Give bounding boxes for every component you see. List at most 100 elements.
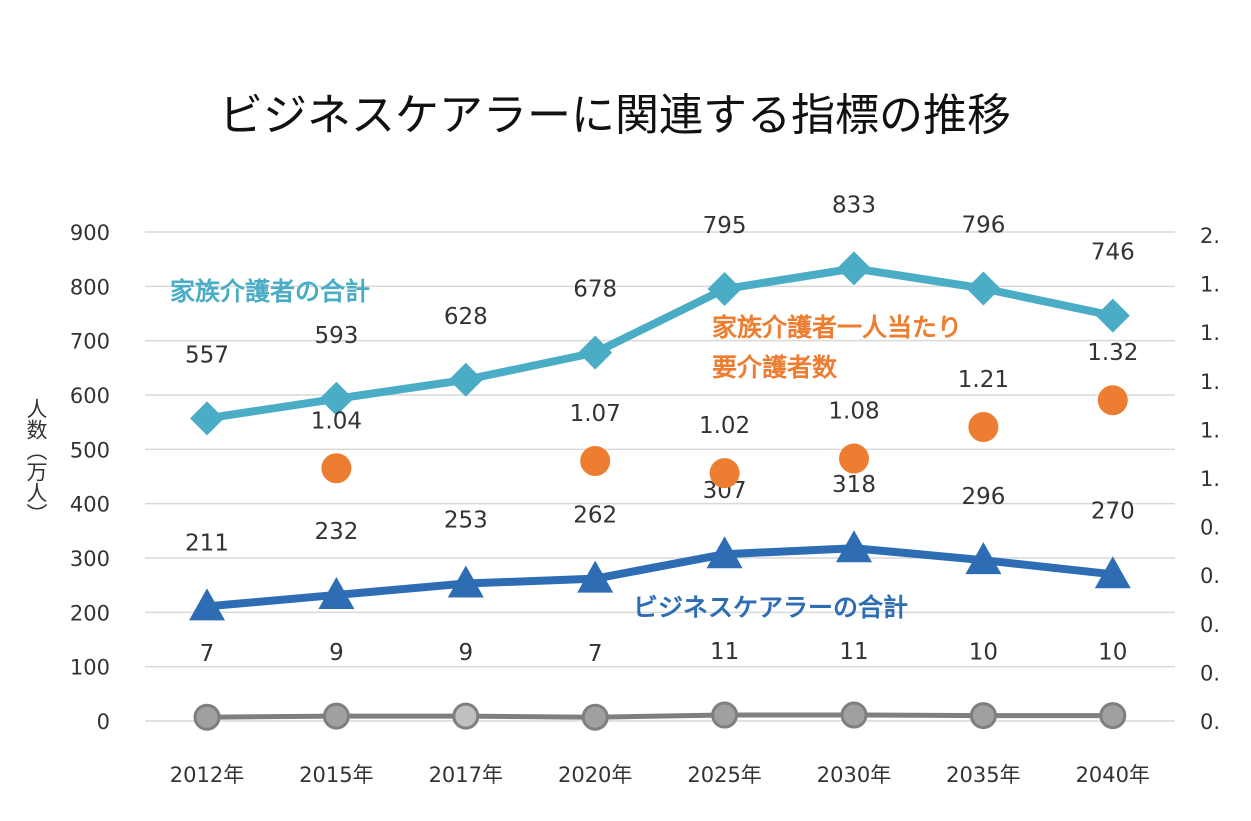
gridlines bbox=[145, 231, 1175, 722]
y-tick-label: 900 bbox=[70, 221, 110, 245]
series-line bbox=[206, 264, 1114, 423]
y2-tick-label: 0. bbox=[1200, 710, 1220, 734]
data-label: 270 bbox=[1091, 498, 1135, 524]
data-label: 253 bbox=[444, 508, 488, 534]
data-label: 1.08 bbox=[828, 399, 879, 425]
series-3: 1.04 1.07 1.02 1.08 1.21 1.32 bbox=[311, 340, 1138, 489]
y-tick-label: 0 bbox=[97, 710, 110, 734]
x-tick-label: 2015年 bbox=[299, 763, 373, 787]
data-point-circle bbox=[1099, 702, 1127, 730]
data-point-circle bbox=[452, 702, 480, 730]
data-label: 1.04 bbox=[311, 408, 362, 434]
data-point-circle bbox=[321, 453, 352, 484]
y2-tick-label: 0. bbox=[1200, 516, 1220, 540]
y-tick-label: 500 bbox=[70, 438, 110, 462]
y-tick-label: 100 bbox=[70, 656, 110, 680]
series-0: 557 593 628 678 795 833 796 746 bbox=[185, 192, 1135, 436]
data-label: 11 bbox=[710, 639, 739, 665]
data-label: 746 bbox=[1091, 240, 1135, 266]
x-tick-label: 2040年 bbox=[1076, 763, 1150, 787]
data-label: 795 bbox=[703, 213, 747, 239]
data-label: 10 bbox=[1098, 640, 1127, 666]
data-point-diamond bbox=[837, 251, 871, 286]
y2-tick-label: 2. bbox=[1200, 224, 1220, 248]
x-tick-label: 2012年 bbox=[170, 763, 244, 787]
data-point-circle bbox=[969, 702, 997, 730]
data-point-circle bbox=[839, 443, 869, 474]
data-label: 796 bbox=[961, 213, 1005, 239]
x-tick-label: 2030年 bbox=[817, 763, 891, 787]
data-point-triangle bbox=[189, 588, 225, 621]
data-label: 1.32 bbox=[1087, 340, 1138, 366]
data-point-diamond bbox=[578, 335, 613, 370]
data-label: 833 bbox=[832, 192, 876, 218]
y-tick-label: 800 bbox=[70, 275, 110, 299]
series-line bbox=[206, 712, 1113, 720]
data-label: 296 bbox=[961, 484, 1005, 510]
data-label: 232 bbox=[314, 519, 358, 545]
data-label: 7 bbox=[200, 641, 215, 667]
data-label: 9 bbox=[329, 640, 344, 666]
data-point-triangle bbox=[318, 576, 355, 609]
series-label-ratio-line1: 家族介護者一人当たり bbox=[712, 313, 962, 342]
data-point-triangle bbox=[965, 542, 1002, 575]
y-tick-label: 600 bbox=[70, 384, 110, 408]
x-tick-label: 2020年 bbox=[558, 763, 632, 787]
data-label: 1.02 bbox=[699, 413, 750, 439]
data-label: 262 bbox=[573, 503, 617, 529]
data-label: 10 bbox=[969, 640, 998, 666]
y-tick-label: 200 bbox=[70, 601, 110, 625]
data-point-circle bbox=[580, 445, 611, 476]
data-label: 211 bbox=[185, 530, 229, 556]
data-label: 9 bbox=[458, 640, 473, 666]
y2-tick-label: 1. bbox=[1200, 418, 1220, 442]
data-point-circle bbox=[968, 411, 999, 442]
y-tick-label: 400 bbox=[70, 493, 110, 517]
series-label-ratio-line2: 要介護者数 bbox=[712, 353, 838, 382]
data-point-diamond bbox=[448, 362, 483, 397]
data-label: 1.07 bbox=[570, 401, 621, 427]
y2-tick-label: 1. bbox=[1200, 467, 1220, 491]
data-label: 7 bbox=[588, 641, 603, 667]
x-axis: 2012年 2015年 2017年 2020年 2025年 2030年 2035年 2040年 bbox=[170, 763, 1150, 787]
y-axis-left: 0 100 200 300 400 500 600 700 800 900 bbox=[70, 221, 110, 734]
y2-tick-label: 1. bbox=[1200, 370, 1220, 394]
data-point-circle bbox=[322, 702, 350, 730]
data-label: 318 bbox=[832, 472, 876, 498]
data-point-diamond bbox=[966, 271, 1001, 306]
y2-tick-label: 0. bbox=[1200, 564, 1220, 588]
data-point-circle bbox=[711, 701, 739, 729]
y2-tick-label: 0. bbox=[1200, 613, 1220, 637]
y2-tick-label: 0. bbox=[1200, 661, 1220, 685]
series-line bbox=[206, 544, 1114, 611]
series-2: 7 9 9 7 11 11 10 10 bbox=[193, 639, 1127, 731]
data-label: 11 bbox=[839, 639, 868, 665]
data-point-diamond bbox=[190, 401, 224, 436]
chart-title: ビジネスケアラーに関連する指標の推移 bbox=[219, 90, 1011, 141]
data-point-diamond bbox=[707, 272, 742, 307]
data-point-triangle bbox=[447, 565, 484, 598]
data-label: 628 bbox=[444, 304, 488, 330]
y-tick-label: 700 bbox=[70, 330, 110, 354]
x-tick-label: 2025年 bbox=[687, 763, 761, 787]
data-point-triangle bbox=[836, 530, 872, 563]
data-point-triangle bbox=[577, 560, 614, 593]
data-point-circle bbox=[193, 703, 221, 731]
data-label: 678 bbox=[573, 277, 617, 303]
data-label: 593 bbox=[314, 323, 358, 349]
data-point-triangle bbox=[1094, 556, 1131, 589]
data-point-diamond bbox=[319, 381, 354, 416]
data-point-circle bbox=[709, 458, 740, 489]
x-tick-label: 2035年 bbox=[946, 763, 1020, 787]
x-tick-label: 2017年 bbox=[429, 763, 503, 787]
data-label: 557 bbox=[185, 342, 229, 368]
data-point-circle bbox=[1097, 385, 1128, 416]
y2-tick-label: 1. bbox=[1200, 321, 1220, 345]
y-tick-label: 300 bbox=[70, 547, 110, 571]
data-point-triangle bbox=[706, 536, 743, 569]
y2-tick-label: 1. bbox=[1200, 273, 1220, 297]
series-label-family-caregivers: 家族介護者の合計 bbox=[170, 277, 370, 306]
